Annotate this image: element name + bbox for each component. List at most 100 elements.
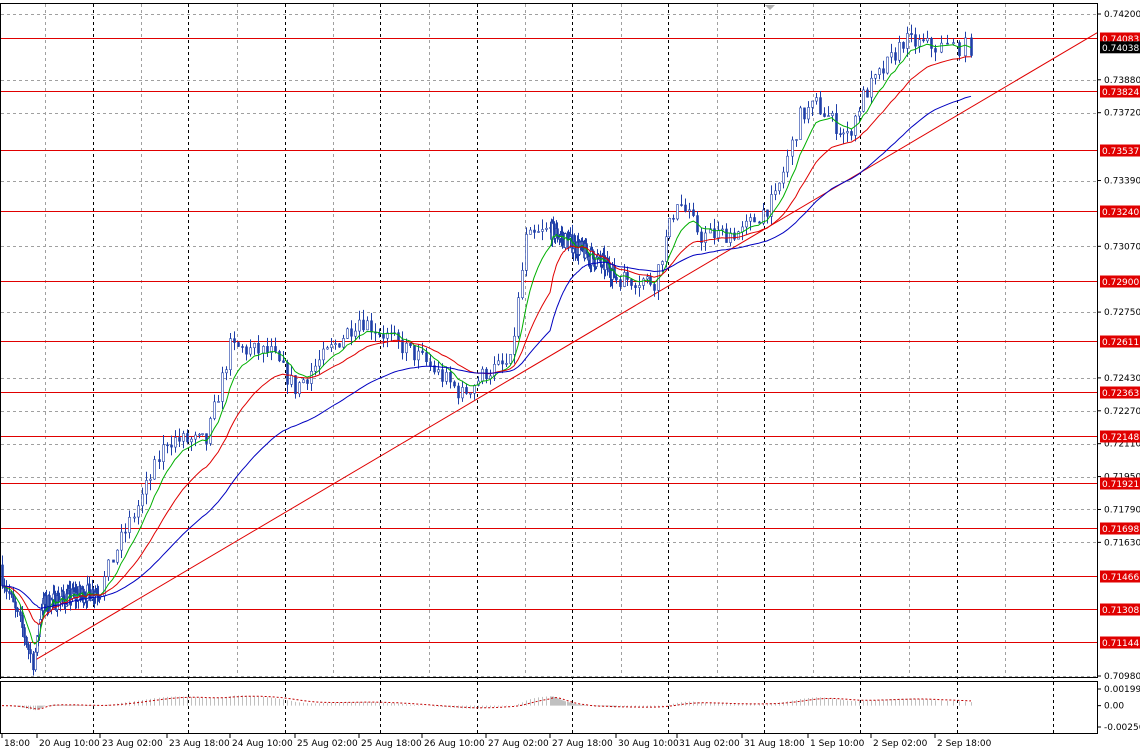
candle-body-309	[827, 115, 830, 117]
candle-body-299	[786, 155, 789, 173]
candle-body-326	[894, 52, 897, 61]
candle-body-266	[653, 284, 656, 291]
candle-body-135	[322, 348, 325, 361]
candle-body-102	[190, 438, 193, 443]
candle-body-109	[217, 401, 220, 403]
candle-body-284	[725, 228, 728, 243]
candle-body-190	[541, 229, 544, 232]
level-label-8: 0.71921	[1102, 480, 1139, 490]
candle-body-85	[120, 531, 123, 551]
trendline[interactable]	[32, 32, 1098, 663]
candle-body-156	[405, 342, 408, 354]
candle-body-297	[778, 182, 781, 192]
candle-body-162	[429, 361, 432, 366]
candle-body-320	[870, 77, 873, 98]
candle-body-83	[112, 559, 115, 563]
candle-body-322	[878, 68, 881, 75]
candle-body-0	[1, 564, 4, 587]
candle-body-324	[886, 56, 889, 74]
candle-body-133	[314, 365, 317, 372]
candle-body-92	[149, 478, 152, 481]
x-tick-label-11: 31 Aug 02:00	[679, 739, 740, 749]
candle-body-126	[286, 362, 289, 385]
oscillator-panel	[2, 695, 972, 711]
candle-body-259	[626, 272, 629, 280]
candle-body-123	[274, 346, 277, 352]
y-tick-label-10: 0.71790	[1104, 505, 1140, 515]
candlesticks	[1, 24, 973, 676]
main-plot-frame	[0, 3, 1098, 678]
candle-body-341	[964, 37, 967, 57]
current-price-label: 0.74038	[1102, 44, 1139, 54]
scroll-marker-icon[interactable]	[765, 5, 775, 10]
level-label-12: 0.71144	[1102, 639, 1139, 649]
candle-body-161	[425, 352, 428, 363]
candle-body-157	[409, 342, 412, 346]
candle-body-98	[174, 437, 177, 448]
candle-body-311	[835, 113, 838, 134]
candle-body-313	[842, 132, 845, 135]
candle-body-256	[615, 277, 618, 280]
candle-body-187	[529, 229, 532, 235]
candle-body-305	[811, 100, 814, 108]
candle-body-87	[128, 516, 131, 533]
candle-body-146	[366, 320, 369, 331]
level-label-4: 0.72900	[1102, 278, 1139, 288]
candle-body-97	[170, 444, 173, 448]
level-label-6: 0.72363	[1102, 389, 1139, 399]
level-label-bg-8	[1100, 477, 1140, 490]
candle-body-121	[266, 346, 269, 353]
candle-body-145	[362, 319, 365, 331]
candle-body-207	[564, 233, 567, 248]
candle-body-3	[8, 591, 11, 594]
candle-body-281	[713, 228, 716, 238]
candle-body-124	[278, 351, 281, 362]
candle-body-327	[898, 42, 901, 61]
candle-body-116	[245, 346, 248, 355]
osc-tick-label-2: -0.00256	[1104, 723, 1140, 733]
candle-body-258	[623, 272, 626, 287]
candle-body-315	[850, 131, 853, 136]
candle-body-282	[717, 229, 720, 238]
candle-body-318	[862, 89, 865, 112]
candle-body-15	[34, 651, 37, 671]
level-label-9: 0.71698	[1102, 525, 1139, 535]
candle-body-110	[221, 372, 224, 402]
candle-body-160	[421, 350, 424, 353]
candle-body-312	[839, 133, 842, 135]
time-axis: 18:00 20 Aug 10:00 23 Aug 02:00 23 Aug 18:0…	[1, 734, 992, 749]
level-label-2: 0.73537	[1102, 147, 1139, 157]
candle-body-287	[737, 231, 740, 240]
candle-body-82	[107, 559, 110, 577]
candle-body-262	[638, 285, 641, 288]
candle-body-172	[469, 392, 472, 395]
candle-body-86	[124, 531, 127, 534]
level-label-3: 0.73240	[1102, 208, 1139, 218]
candle-body-257	[619, 279, 622, 287]
level-label-bg-6	[1100, 386, 1140, 399]
candle-body-88	[133, 516, 136, 519]
y-tick-label-7: 0.72270	[1104, 407, 1140, 417]
candle-body-173	[473, 385, 476, 394]
price-axis: 0.74200 0.73880 0.73720 0.73390 0.73070 0.727…	[1097, 10, 1140, 682]
candle-body-314	[846, 131, 849, 134]
candle-body-342	[970, 37, 973, 56]
candle-body-185	[521, 270, 524, 298]
candle-body-264	[646, 276, 649, 280]
candle-body-292	[758, 221, 761, 224]
level-label-7: 0.72148	[1102, 433, 1139, 443]
candle-body-138	[334, 343, 337, 345]
candle-body-114	[237, 342, 240, 347]
candle-body-179	[497, 360, 500, 365]
candle-body-106	[205, 433, 208, 444]
level-label-bg-11	[1100, 603, 1140, 616]
candle-body-128	[294, 375, 297, 395]
x-tick-label-5: 25 Aug 02:00	[297, 739, 358, 749]
candle-body-295	[770, 194, 773, 217]
candle-body-113	[233, 338, 236, 343]
level-label-1: 0.73824	[1102, 88, 1139, 98]
candle-body-141	[346, 328, 349, 339]
candle-body-268	[661, 261, 664, 265]
candle-body-96	[166, 444, 169, 447]
moving-averages	[1, 43, 972, 645]
